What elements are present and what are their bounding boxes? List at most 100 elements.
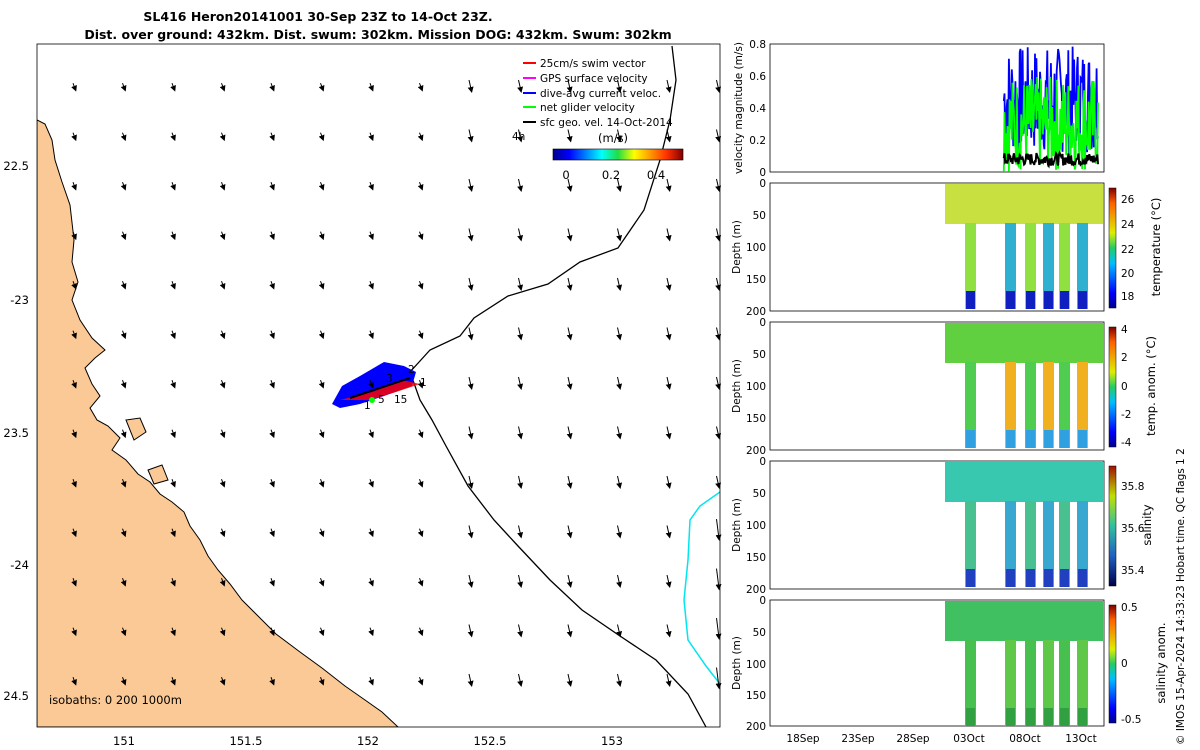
velocity-arrow	[120, 182, 127, 191]
map-cbar-tick-0: 0	[562, 168, 569, 182]
velocity-arrow	[170, 231, 176, 241]
section-dive-bottom	[1044, 708, 1053, 726]
velocity-arrow	[71, 182, 77, 191]
sal-ytick-50: 50	[753, 488, 766, 500]
tanom-ytick-100: 100	[746, 381, 766, 393]
section-dive-column	[1025, 223, 1036, 309]
velocity-arrow	[665, 129, 672, 143]
velocity-arrow	[566, 79, 573, 93]
track-label-3: 3	[386, 373, 393, 385]
velocity-arrow	[318, 429, 325, 439]
lat-tick-24: -24	[10, 558, 29, 572]
date-08oct: 08Oct	[1009, 733, 1041, 745]
velocity-arrow	[368, 182, 374, 191]
velocity-arrow	[170, 182, 176, 191]
velocity-arrow	[71, 528, 77, 538]
section-dive-bottom	[1060, 430, 1069, 448]
velocity-arrow	[417, 578, 424, 587]
title-line-1: SL416 Heron20141001 30-Sep 23Z to 14-Oct…	[143, 9, 492, 24]
section-dive-column	[1059, 362, 1070, 448]
velocity-arrow	[219, 479, 226, 488]
velocity-arrow	[269, 528, 275, 538]
velocity-arrow	[715, 519, 722, 541]
temp-ytick-100: 100	[746, 242, 766, 254]
date-13oct: 13Oct	[1065, 733, 1097, 745]
sanom-ytick-0: 0	[759, 595, 766, 607]
tanom-cbar-2: 2	[1121, 352, 1128, 364]
glider-track-cluster	[332, 362, 420, 408]
sanom-ytick-100: 100	[746, 659, 766, 671]
velocity-arrow	[318, 380, 325, 389]
velocity-arrow	[467, 178, 474, 192]
velocity-arrow	[665, 673, 672, 687]
velocity-arrow	[170, 330, 176, 340]
velocity-arrow	[517, 327, 524, 341]
velocity-arrow	[467, 574, 474, 588]
temp-cbar-26: 26	[1121, 194, 1135, 206]
velocity-arrow	[368, 281, 374, 290]
velocity-arrow	[665, 624, 672, 638]
section-dive-column	[1043, 501, 1054, 587]
velocity-arrow	[368, 578, 374, 587]
track-label-5: 5	[378, 394, 385, 406]
velocity-arrow	[318, 281, 325, 290]
temp-anomaly-section	[945, 323, 1103, 448]
section-dive-bottom	[1044, 291, 1053, 309]
velocity-arrow	[219, 281, 226, 290]
velocity-arrow	[566, 129, 573, 143]
velocity-arrow	[417, 479, 424, 488]
velocity-arrow	[219, 231, 226, 241]
velocity-arrow	[616, 426, 623, 440]
velocity-arrow	[120, 578, 127, 587]
section-dive-bottom	[1026, 430, 1035, 448]
legend-dac: dive-avg current veloc.	[540, 88, 661, 100]
sanom-ytick-150: 150	[746, 690, 766, 702]
temp-ytick-200: 200	[746, 306, 766, 318]
sanom-colorbar-label: salinity anom.	[1154, 622, 1168, 703]
date-axis: 18Sep 23Sep 28Sep 03Oct 08Oct 13Oct	[786, 733, 1096, 745]
velocity-arrow	[467, 277, 474, 291]
sal-ytick-0: 0	[759, 456, 766, 468]
velocity-arrow	[417, 627, 424, 637]
velocity-arrow	[269, 182, 275, 191]
velocity-arrow	[665, 277, 672, 291]
velocity-arrow	[120, 330, 127, 340]
velocity-arrow	[467, 228, 474, 242]
section-dive-bottom	[1078, 291, 1087, 309]
sal-cbar-358: 35.8	[1121, 481, 1144, 493]
sanom-cbar-m05: -0.5	[1121, 714, 1142, 726]
velocity-arrow	[417, 380, 424, 389]
sal-ytick-200: 200	[746, 584, 766, 596]
velocity-arrow	[368, 429, 374, 439]
section-surface-layer	[945, 462, 1103, 502]
velocity-arrow	[566, 376, 573, 390]
velocity-arrow	[616, 129, 623, 143]
velocity-arrow	[616, 574, 623, 588]
velocity-arrow	[368, 83, 374, 92]
velocity-arrow	[318, 528, 325, 538]
velocity-arrow	[665, 376, 672, 390]
section-dive-bottom	[966, 708, 975, 726]
velocity-arrow	[517, 228, 524, 242]
section-dive-column	[1043, 223, 1054, 309]
lon-tick-153: 153	[601, 734, 623, 748]
velocity-arrow	[715, 277, 722, 291]
velocity-arrow	[170, 677, 176, 686]
velocity-arrow	[616, 277, 623, 291]
velocity-arrow	[269, 479, 275, 488]
tanom-ylabel: Depth (m)	[731, 359, 743, 413]
velocity-arrow	[368, 677, 374, 686]
section-dive-bottom	[1078, 569, 1087, 587]
isobaths-label: isobaths: 0 200 1000m	[49, 693, 182, 707]
tanom-cbar-m2: -2	[1121, 409, 1131, 421]
sanom-cbar-0: 0	[1121, 658, 1128, 670]
velocity-arrow	[417, 231, 424, 241]
sanom-colorbar	[1108, 604, 1117, 724]
velocity-arrow	[318, 479, 325, 488]
temp-ytick-50: 50	[753, 210, 766, 222]
sal-ytick-100: 100	[746, 520, 766, 532]
velocity-arrow	[467, 475, 474, 489]
map-cbar-tick-02: 0.2	[602, 168, 620, 182]
velocity-arrow	[665, 426, 672, 440]
section-dive-bottom	[1026, 708, 1035, 726]
